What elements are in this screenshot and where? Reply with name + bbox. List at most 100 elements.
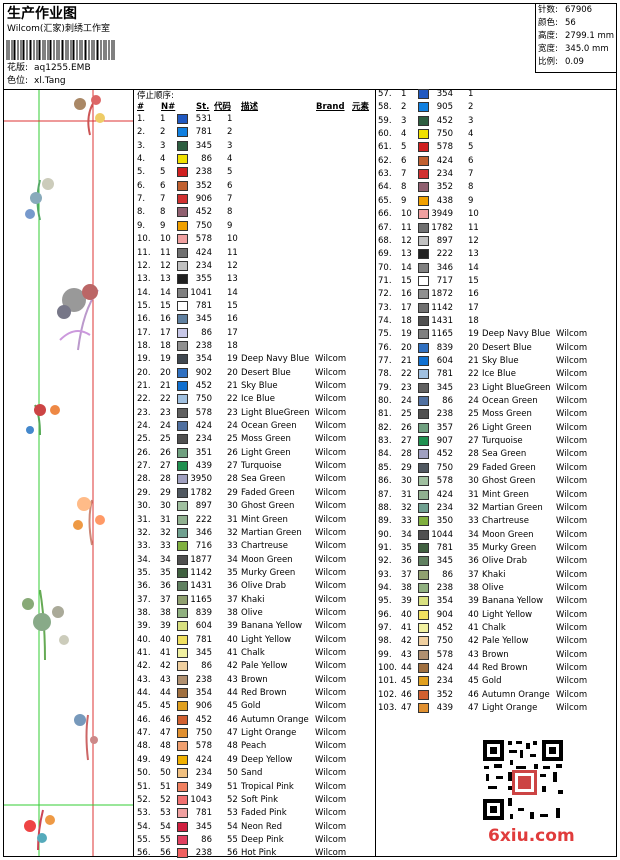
column-header: 描述 <box>241 102 259 112</box>
row-stitches: 750 <box>436 636 453 647</box>
row-seq: 24. <box>137 421 151 432</box>
row-desc: Ice Blue <box>482 369 516 380</box>
row-stitches: 352 <box>436 182 453 193</box>
row-stitches: 1782 <box>190 487 212 498</box>
color-swatch <box>177 848 188 859</box>
row-needle: 18 <box>401 315 412 326</box>
color-swatch <box>418 115 429 126</box>
row-code: 12 <box>468 235 479 246</box>
row-brand: Wilcom <box>315 594 347 605</box>
column-header: 代码 <box>214 102 232 112</box>
row-brand: Wilcom <box>556 542 588 553</box>
row-code: 27 <box>227 461 238 472</box>
row-needle: 28 <box>160 474 171 485</box>
row-code: 33 <box>468 516 479 527</box>
row-seq: 92. <box>378 556 392 567</box>
row-stitches: 238 <box>436 582 453 593</box>
row-stitches: 1165 <box>190 594 212 605</box>
row-desc: Moon Green <box>482 529 534 540</box>
row-desc: Olive <box>241 607 263 618</box>
row-needle: 25 <box>160 434 171 445</box>
row-desc: Desert Blue <box>482 342 532 353</box>
row-code: 27 <box>468 436 479 447</box>
barcode <box>6 40 115 60</box>
row-seq: 70. <box>378 262 392 273</box>
row-code: 8 <box>468 182 474 193</box>
row-seq: 82. <box>378 422 392 433</box>
row-code: 53 <box>227 808 238 819</box>
row-brand: Wilcom <box>315 474 347 485</box>
row-needle: 25 <box>401 409 412 420</box>
row-stitches: 424 <box>195 247 212 258</box>
row-seq: 31. <box>137 514 151 525</box>
row-brand: Wilcom <box>315 607 347 618</box>
row-code: 39 <box>227 621 238 632</box>
color-swatch <box>177 220 188 231</box>
row-desc: Light BlueGreen <box>482 382 551 393</box>
row-desc: Ocean Green <box>241 421 297 432</box>
row-needle: 6 <box>401 155 407 166</box>
row-code: 14 <box>468 262 479 273</box>
color-swatch <box>418 142 429 153</box>
row-stitches: 781 <box>436 369 453 380</box>
row-stitches: 1431 <box>431 315 453 326</box>
row-seq: 97. <box>378 623 392 633</box>
row-seq: 86. <box>378 476 392 487</box>
row-brand: Wilcom <box>315 808 347 819</box>
row-needle: 7 <box>401 169 407 180</box>
row-seq: 58. <box>378 102 392 113</box>
info-value: 345.0 mm <box>565 44 609 54</box>
row-needle: 34 <box>401 529 412 540</box>
row-seq: 41. <box>137 648 151 658</box>
row-code: 44 <box>468 663 479 674</box>
column-header: 元素 <box>352 102 370 112</box>
color-swatch <box>177 674 188 685</box>
row-needle: 14 <box>401 262 412 273</box>
color-swatch <box>418 222 429 233</box>
row-code: 21 <box>227 381 238 391</box>
row-code: 5 <box>227 167 233 178</box>
row-brand: Wilcom <box>315 621 347 632</box>
row-needle: 22 <box>401 369 412 380</box>
row-stitches: 222 <box>195 514 212 525</box>
row-desc: Moon Green <box>241 554 293 565</box>
watermark: 6xiu.com <box>488 826 575 846</box>
row-code: 36 <box>227 581 238 592</box>
row-code: 44 <box>227 688 238 699</box>
row-needle: 38 <box>160 607 171 618</box>
row-desc: Ocean Green <box>482 396 538 407</box>
row-needle: 21 <box>160 381 171 391</box>
color-swatch <box>177 754 188 765</box>
color-swatch <box>177 421 188 432</box>
row-code: 46 <box>227 714 238 725</box>
row-seq: 54. <box>137 821 151 832</box>
color-swatch <box>418 382 429 393</box>
row-desc: Light Orange <box>482 703 538 714</box>
row-needle: 46 <box>401 689 412 700</box>
row-stitches: 717 <box>436 275 453 286</box>
color-swatch <box>177 367 188 378</box>
row-brand: Wilcom <box>556 462 588 473</box>
color-swatch <box>177 554 188 565</box>
row-seq: 9. <box>137 220 146 231</box>
row-brand: Wilcom <box>556 449 588 460</box>
color-swatch <box>418 302 429 313</box>
info-value: 2799.1 mm <box>565 31 615 41</box>
row-needle: 31 <box>160 514 171 525</box>
row-code: 48 <box>227 741 238 752</box>
row-code: 3 <box>227 140 233 151</box>
row-code: 22 <box>227 394 238 405</box>
row-seq: 56. <box>137 848 151 859</box>
row-seq: 35. <box>137 567 151 578</box>
color-swatch <box>418 623 429 633</box>
row-desc: Faded Green <box>241 487 295 498</box>
row-needle: 37 <box>160 594 171 605</box>
row-desc: Moss Green <box>241 434 291 445</box>
row-code: 5 <box>468 142 474 153</box>
color-swatch <box>418 315 429 326</box>
row-brand: Wilcom <box>556 582 588 593</box>
row-brand: Wilcom <box>315 648 347 658</box>
row-stitches: 86 <box>201 834 212 845</box>
row-seq: 32. <box>137 527 151 538</box>
row-code: 2 <box>468 102 474 113</box>
